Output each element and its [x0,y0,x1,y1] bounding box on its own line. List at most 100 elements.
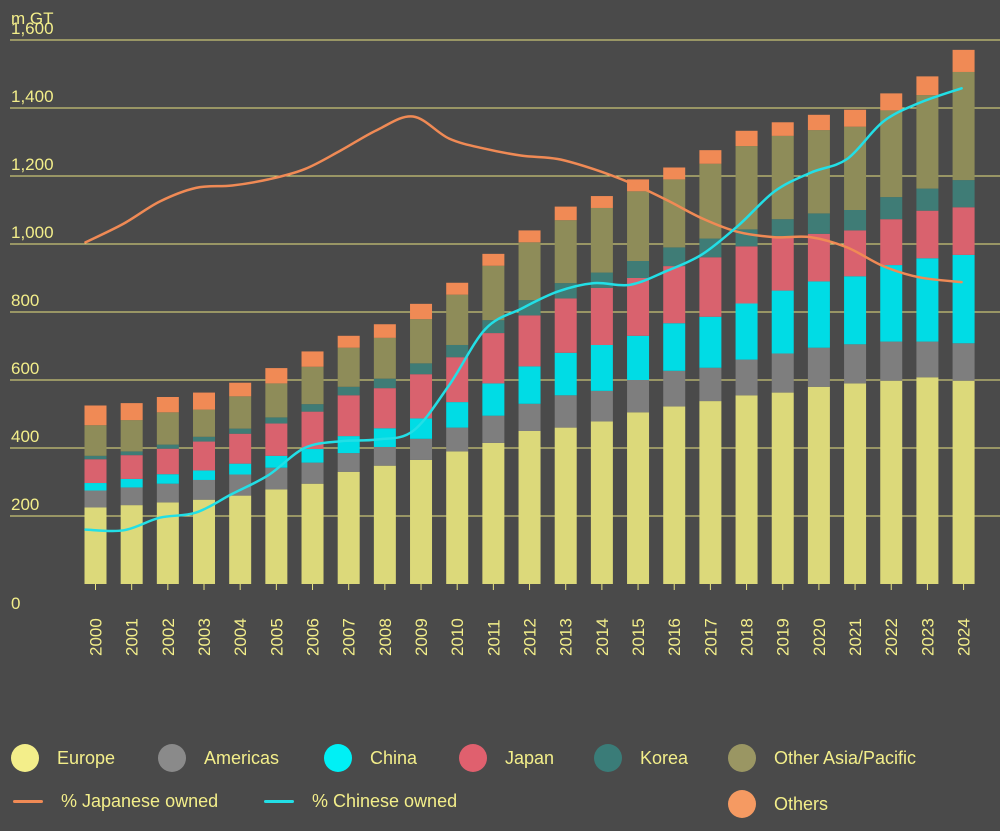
bar-korea-2019 [771,219,794,237]
bar-china-2011 [482,383,505,416]
bar-americas-2012 [518,403,541,431]
bar-europe-2007 [337,471,360,584]
bar-korea-2007 [337,386,360,396]
bar-europe-2004 [229,495,252,584]
bar-stack-2020 [807,114,830,584]
bar-europe-2015 [627,412,650,584]
bar-others-2012 [518,230,541,243]
x-tick-label: 2010 [448,618,467,656]
bar-japan-2022 [880,219,903,266]
bar-europe-2011 [482,442,505,584]
bar-korea-2004 [229,428,252,434]
bar-europe-2014 [590,421,613,584]
bar-stack-2024 [952,49,975,584]
bar-europe-2010 [446,451,469,584]
x-tick-label: 2009 [412,618,431,656]
line-japanese-owned [84,115,963,284]
bar-stack-2013 [554,206,577,584]
bar-stack-2003 [193,392,216,584]
bar-japan-2000 [84,459,107,484]
bar-others-2011 [482,253,505,266]
bar-europe-2002 [156,502,179,584]
x-axis-ticks: 2000 2001 2002 2003 2004 2005 2006 2007 2008 2009… [87,584,974,656]
bar-japan-2017 [699,257,722,317]
bar-korea-2021 [844,210,867,231]
bar-other-asia-pacific-2013 [554,220,577,284]
bar-korea-2009 [410,363,433,375]
bar-americas-2006 [301,462,324,484]
bar-stack-2006 [301,351,324,584]
x-tick-label: 2004 [231,618,250,656]
bar-other-asia-pacific-2008 [373,337,396,379]
bar-europe-2022 [880,380,903,584]
bar-japan-2006 [301,411,324,450]
bar-stack-2022 [880,93,903,584]
bar-stack-2004 [229,382,252,584]
bar-china-2006 [301,449,324,463]
bar-japan-2016 [663,266,686,324]
bar-korea-2010 [446,344,469,358]
bar-stack-2011 [482,253,505,584]
y-tick-label: 1,600 [11,19,54,38]
bar-other-asia-pacific-2016 [663,179,686,248]
bar-other-asia-pacific-2011 [482,265,505,321]
bar-europe-2003 [193,499,216,584]
bar-china-2001 [120,478,143,488]
bar-japan-2009 [410,374,433,419]
x-tick-label: 2000 [87,618,106,656]
x-tick-label: 2001 [123,618,142,656]
x-tick-label: 2019 [774,618,793,656]
bar-stack-2021 [844,109,867,584]
x-tick-label: 2016 [665,618,684,656]
bar-other-asia-pacific-2002 [156,412,179,445]
bar-japan-2014 [590,287,613,345]
bar-others-2023 [916,76,939,96]
bar-americas-2016 [663,370,686,407]
y-tick-label: 600 [11,359,39,378]
y-tick-label: 1,000 [11,223,54,242]
bar-other-asia-pacific-2019 [771,135,794,220]
y-tick-label: 400 [11,427,39,446]
bar-others-2008 [373,324,396,338]
bar-stack-2018 [735,130,758,584]
bar-europe-2018 [735,395,758,584]
bar-stack-2001 [120,403,143,584]
y-tick-label: 1,200 [11,155,54,174]
bar-europe-2000 [84,507,107,584]
y-axis-ticks: 0 200 400 600 800 1,000 1,200 1,400 1,600 [11,19,54,613]
bar-other-asia-pacific-2001 [120,420,143,452]
bar-others-2002 [156,397,179,413]
bar-china-2000 [84,483,107,491]
bar-others-2024 [952,49,975,72]
bar-americas-2009 [410,438,433,460]
x-tick-label: 2006 [304,618,323,656]
bar-japan-2019 [771,236,794,291]
bar-stack-2019 [771,122,794,584]
bar-stack-2015 [627,179,650,584]
x-tick-label: 2002 [159,618,178,656]
bar-americas-2001 [120,487,143,506]
bar-stacks [84,49,975,584]
bar-japan-2024 [952,207,975,255]
bar-americas-2017 [699,367,722,402]
x-tick-label: 2022 [882,618,901,656]
bar-korea-2015 [627,261,650,278]
bar-americas-2014 [590,390,613,422]
bar-europe-2001 [120,505,143,584]
bar-korea-2024 [952,180,975,208]
bar-japan-2001 [120,455,143,479]
bar-japan-2015 [627,278,650,336]
bar-others-2013 [554,206,577,221]
bar-europe-2006 [301,483,324,584]
x-tick-label: 2024 [955,618,974,656]
bar-china-2019 [771,290,794,354]
bar-other-asia-pacific-2006 [301,366,324,405]
bar-japan-2007 [337,395,360,437]
bar-other-asia-pacific-2010 [446,294,469,345]
bar-china-2004 [229,463,252,475]
bar-europe-2016 [663,406,686,584]
bar-others-2006 [301,351,324,367]
bar-other-asia-pacific-2007 [337,347,360,387]
x-tick-label: 2017 [701,618,720,656]
